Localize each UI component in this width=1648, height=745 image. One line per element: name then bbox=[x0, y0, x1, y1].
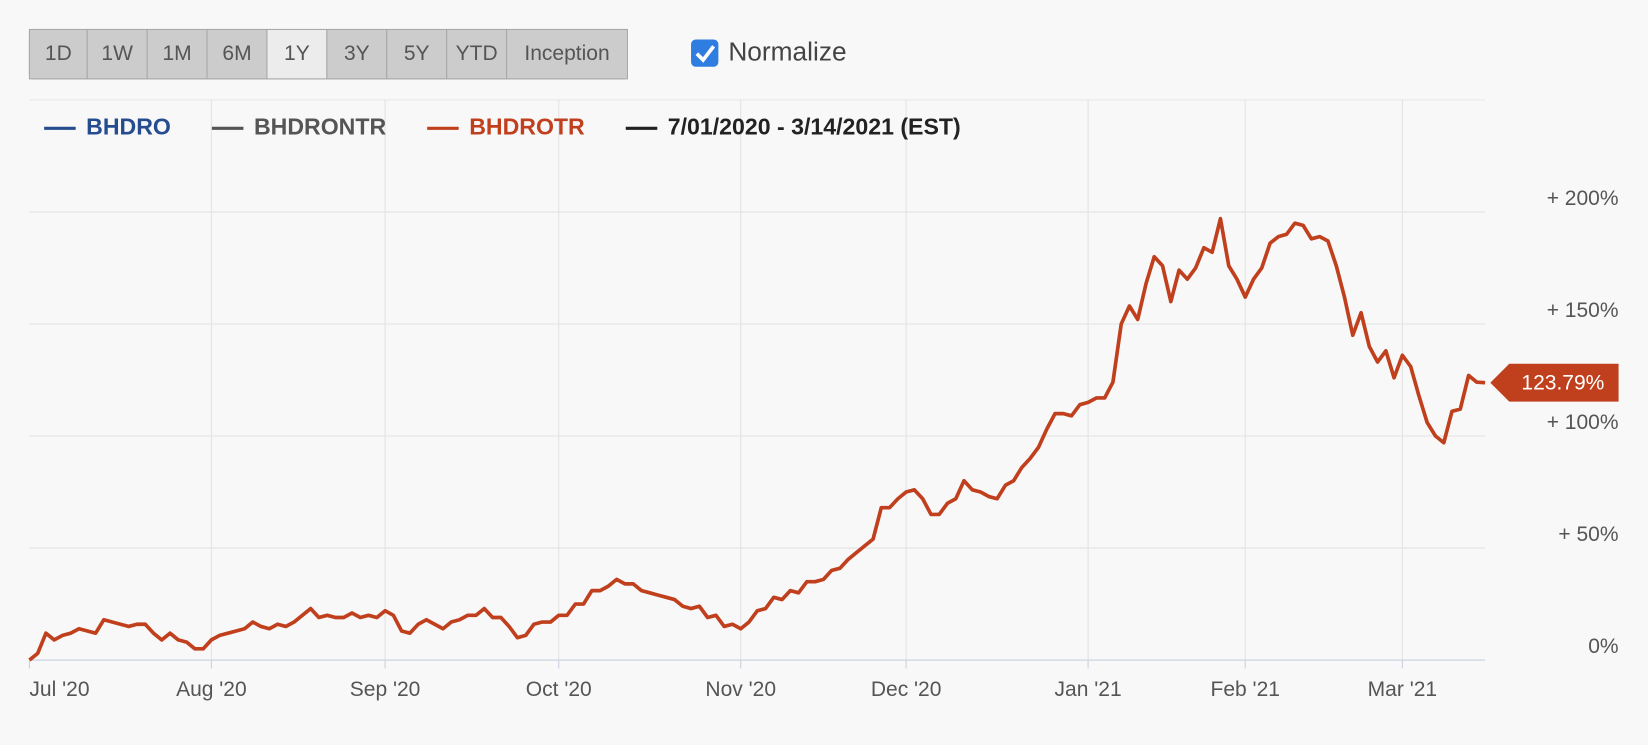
range-button-label[interactable]: 1Y bbox=[284, 42, 310, 65]
x-tick-label: Dec '20 bbox=[871, 678, 942, 701]
range-button[interactable] bbox=[146, 28, 208, 80]
last-value-tag bbox=[1490, 363, 1619, 402]
range-button-label[interactable]: 1W bbox=[101, 42, 133, 65]
x-tick-label: Nov '20 bbox=[705, 678, 776, 701]
y-tick-label: + 50% bbox=[1558, 523, 1618, 546]
range-button[interactable] bbox=[206, 28, 268, 80]
range-button[interactable] bbox=[506, 28, 628, 80]
range-button[interactable] bbox=[446, 28, 508, 80]
range-button-label[interactable]: 5Y bbox=[404, 42, 430, 65]
range-button-label[interactable]: 6M bbox=[222, 42, 251, 65]
range-button[interactable] bbox=[326, 28, 388, 80]
legend-label[interactable]: BHDRONTR bbox=[254, 113, 387, 139]
date-range-label[interactable]: 7/01/2020 - 3/14/2021 (EST) bbox=[668, 113, 961, 139]
x-tick-label: Oct '20 bbox=[526, 678, 592, 701]
x-tick-label: Jul '20 bbox=[29, 678, 89, 701]
range-button-label[interactable]: YTD bbox=[456, 42, 498, 65]
x-tick-label: Sep '20 bbox=[350, 678, 421, 701]
range-button-label[interactable]: 1D bbox=[45, 42, 72, 65]
last-value-label: 123.79% bbox=[1521, 371, 1604, 394]
range-button-label[interactable]: 3Y bbox=[344, 42, 370, 65]
range-button[interactable] bbox=[86, 28, 148, 80]
x-tick-label: Aug '20 bbox=[176, 678, 247, 701]
x-tick-label: Mar '21 bbox=[1368, 678, 1437, 701]
y-tick-label: + 150% bbox=[1547, 299, 1619, 322]
checkbox[interactable] bbox=[691, 39, 719, 67]
y-tick-label: 0% bbox=[1588, 635, 1618, 658]
x-tick-label: Jan '21 bbox=[1055, 678, 1122, 701]
legend-label[interactable]: BHDROTR bbox=[469, 113, 585, 139]
checkmark bbox=[695, 45, 716, 63]
y-tick-label: + 200% bbox=[1547, 187, 1619, 210]
checkbox-label[interactable]: Normalize bbox=[728, 37, 846, 67]
range-button-label[interactable]: Inception bbox=[524, 42, 609, 65]
range-button[interactable] bbox=[266, 28, 328, 80]
series-line bbox=[28, 216, 1486, 662]
range-button-label[interactable]: 1M bbox=[162, 42, 191, 65]
legend-label[interactable]: BHDRO bbox=[86, 113, 171, 139]
y-tick-label: + 100% bbox=[1547, 411, 1619, 434]
x-tick-label: Feb '21 bbox=[1211, 678, 1280, 701]
range-button[interactable] bbox=[28, 28, 88, 80]
